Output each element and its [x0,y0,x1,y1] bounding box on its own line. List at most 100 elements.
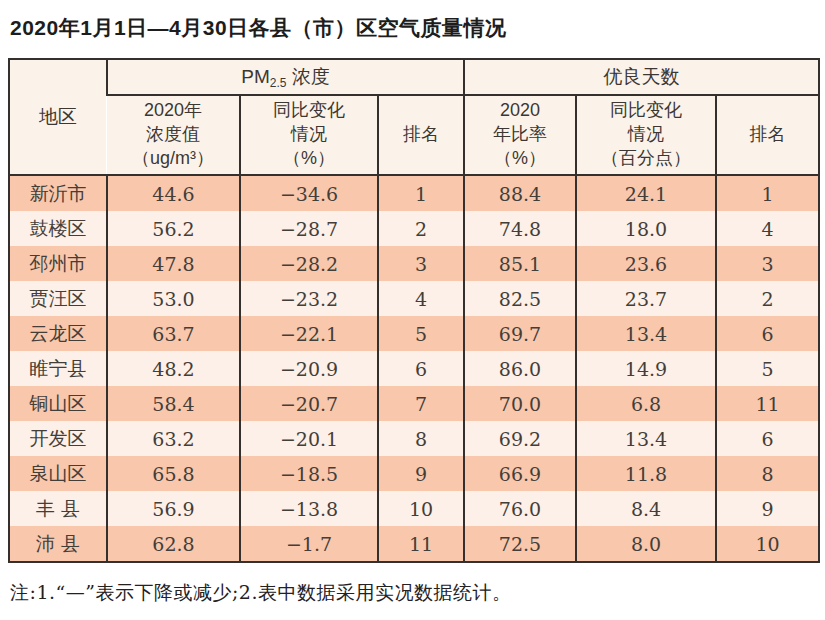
pm-value-cell: 65.8 [107,456,240,491]
column-header-pm-rank: 排名 [378,95,464,175]
days-ratio-cell: 72.5 [464,526,576,562]
days-change-cell: 13.4 [576,316,716,351]
pm-rank-cell: 7 [378,386,464,421]
table-row: 新沂市44.6−34.6188.424.11 [9,175,819,211]
footnote: 注:1.“—”表示下降或减少;2.表中数据采用实况数据统计。 [10,580,818,606]
column-group-pm25: PM2.5 浓度 [107,59,464,95]
pm-change-cell: −23.2 [240,281,378,316]
pm-value-cell: 63.2 [107,421,240,456]
pm-value-cell: 53.0 [107,281,240,316]
table-body: 新沂市44.6−34.6188.424.11鼓楼区56.2−28.7274.81… [9,175,819,562]
days-change-cell: 14.9 [576,351,716,386]
table-header: 地区 PM2.5 浓度 优良天数 2020年 浓度值 （ug/m³） 同比变化 … [9,59,819,175]
days-ratio-cell: 69.7 [464,316,576,351]
pm-change-cell: −1.7 [240,526,378,562]
pm-subscript: 2.5 [270,76,287,90]
pm-value-cell: 63.7 [107,316,240,351]
days-ratio-cell: 74.8 [464,211,576,246]
days-ratio-cell: 86.0 [464,351,576,386]
pm-rank-cell: 4 [378,281,464,316]
region-cell: 贾汪区 [9,281,107,316]
days-rank-cell: 10 [716,526,819,562]
pm-rank-cell: 9 [378,456,464,491]
header-sub-row: 2020年 浓度值 （ug/m³） 同比变化 情况 （%） 排名 2020 年比… [9,95,819,175]
pm-rank-cell: 3 [378,246,464,281]
air-quality-table: 地区 PM2.5 浓度 优良天数 2020年 浓度值 （ug/m³） 同比变化 … [8,58,820,563]
pm-label-suffix: 浓度 [286,66,329,87]
region-cell: 丰 县 [9,491,107,526]
table-row: 铜山区58.4−20.7770.06.811 [9,386,819,421]
pm-change-cell: −28.2 [240,246,378,281]
table-row: 丰 县56.9−13.81076.08.49 [9,491,819,526]
days-change-cell: 13.4 [576,421,716,456]
column-header-days-ratio: 2020 年比率 （%） [464,95,576,175]
days-rank-cell: 11 [716,386,819,421]
table-row: 睢宁县48.2−20.9686.014.95 [9,351,819,386]
days-rank-cell: 6 [716,316,819,351]
days-rank-cell: 2 [716,281,819,316]
days-ratio-cell: 70.0 [464,386,576,421]
pm-change-cell: −13.8 [240,491,378,526]
pm-change-cell: −28.7 [240,211,378,246]
pm-value-cell: 58.4 [107,386,240,421]
pm-change-cell: −18.5 [240,456,378,491]
days-change-cell: 24.1 [576,175,716,211]
region-cell: 沛 县 [9,526,107,562]
pm-rank-cell: 6 [378,351,464,386]
region-cell: 云龙区 [9,316,107,351]
region-cell: 开发区 [9,421,107,456]
header-group-row: 地区 PM2.5 浓度 优良天数 [9,59,819,95]
column-header-days-change: 同比变化 情况 （百分点） [576,95,716,175]
days-change-cell: 18.0 [576,211,716,246]
days-ratio-cell: 82.5 [464,281,576,316]
days-ratio-cell: 66.9 [464,456,576,491]
region-cell: 睢宁县 [9,351,107,386]
days-ratio-cell: 88.4 [464,175,576,211]
region-cell: 泉山区 [9,456,107,491]
region-cell: 邳州市 [9,246,107,281]
table-row: 沛 县62.8−1.71172.58.010 [9,526,819,562]
days-rank-cell: 9 [716,491,819,526]
region-cell: 新沂市 [9,175,107,211]
pm-change-cell: −22.1 [240,316,378,351]
pm-value-cell: 44.6 [107,175,240,211]
column-group-good-days: 优良天数 [464,59,819,95]
pm-rank-cell: 1 [378,175,464,211]
days-ratio-cell: 85.1 [464,246,576,281]
region-cell: 鼓楼区 [9,211,107,246]
pm-value-cell: 47.8 [107,246,240,281]
days-change-cell: 8.4 [576,491,716,526]
page-title: 2020年1月1日—4月30日各县（市）区空气质量情况 [10,14,818,42]
table-row: 泉山区65.8−18.5966.911.88 [9,456,819,491]
days-rank-cell: 4 [716,211,819,246]
table-row: 贾汪区53.0−23.2482.523.72 [9,281,819,316]
days-change-cell: 6.8 [576,386,716,421]
days-rank-cell: 8 [716,456,819,491]
pm-label: PM [241,66,270,87]
column-header-pm-change: 同比变化 情况 （%） [240,95,378,175]
days-rank-cell: 3 [716,246,819,281]
pm-value-cell: 56.9 [107,491,240,526]
pm-rank-cell: 2 [378,211,464,246]
pm-change-cell: −20.9 [240,351,378,386]
column-header-region: 地区 [9,59,107,175]
region-cell: 铜山区 [9,386,107,421]
days-change-cell: 23.6 [576,246,716,281]
days-change-cell: 11.8 [576,456,716,491]
page-container: 2020年1月1日—4月30日各县（市）区空气质量情况 地区 PM2.5 浓度 … [0,0,825,606]
days-rank-cell: 5 [716,351,819,386]
days-ratio-cell: 76.0 [464,491,576,526]
column-header-days-rank: 排名 [716,95,819,175]
pm-rank-cell: 10 [378,491,464,526]
pm-change-cell: −20.1 [240,421,378,456]
pm-rank-cell: 8 [378,421,464,456]
pm-value-cell: 56.2 [107,211,240,246]
pm-value-cell: 62.8 [107,526,240,562]
table-row: 云龙区63.7−22.1569.713.46 [9,316,819,351]
days-change-cell: 8.0 [576,526,716,562]
days-rank-cell: 6 [716,421,819,456]
column-header-pm-value: 2020年 浓度值 （ug/m³） [107,95,240,175]
table-row: 邳州市47.8−28.2385.123.63 [9,246,819,281]
days-rank-cell: 1 [716,175,819,211]
days-ratio-cell: 69.2 [464,421,576,456]
